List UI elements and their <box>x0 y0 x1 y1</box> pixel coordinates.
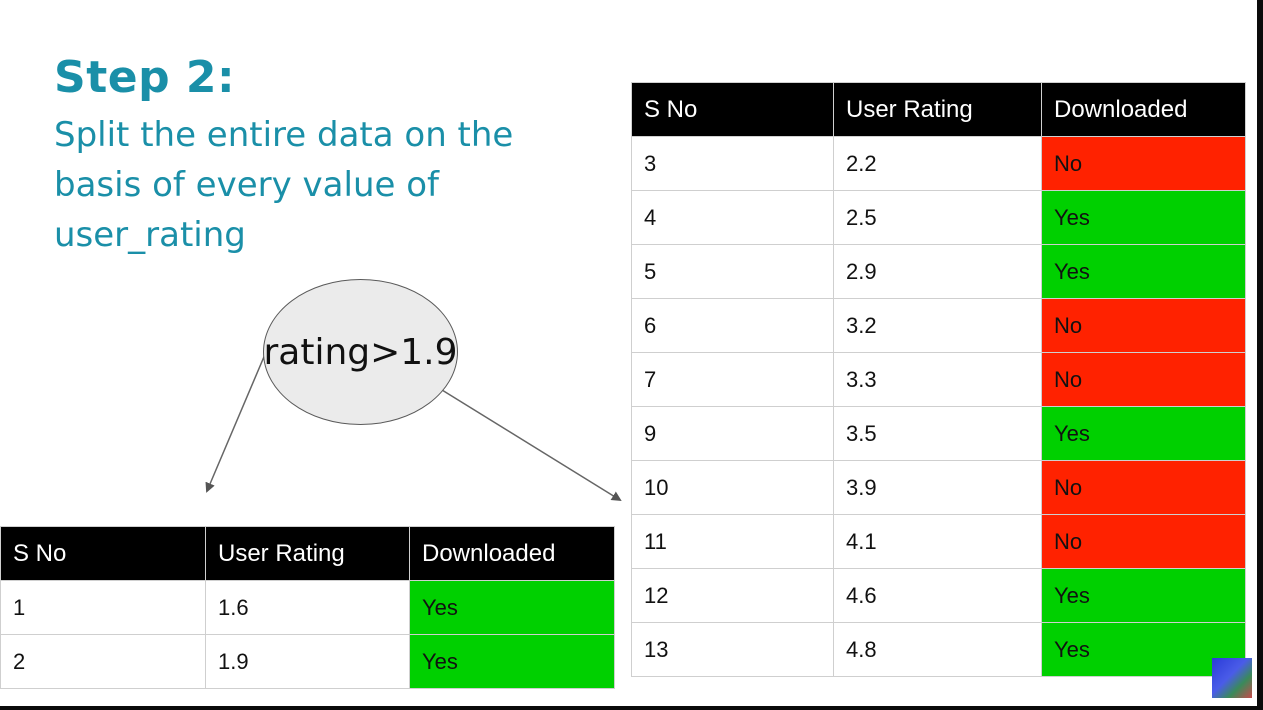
cell-downloaded: Yes <box>409 634 615 689</box>
cell-sno: 9 <box>631 406 834 461</box>
cell-sno: 13 <box>631 622 834 677</box>
cell-downloaded: No <box>1041 514 1246 569</box>
cell-sno: 1 <box>0 580 206 635</box>
table-row: 6 3.2 No <box>631 298 1246 353</box>
cell-user-rating: 2.5 <box>833 190 1042 245</box>
table-header-row: S No User Rating Downloaded <box>631 82 1246 137</box>
cell-user-rating: 2.2 <box>833 136 1042 191</box>
step-description: Split the entire data on the basis of ev… <box>54 115 514 255</box>
table-row: 3 2.2 No <box>631 136 1246 191</box>
right-branch-arrow <box>441 389 622 502</box>
table-row: 4 2.5 Yes <box>631 190 1246 245</box>
table-row: 10 3.9 No <box>631 460 1246 515</box>
cell-downloaded: No <box>1041 352 1246 407</box>
table-row: 12 4.6 Yes <box>631 568 1246 623</box>
cell-downloaded: No <box>1041 298 1246 353</box>
table-row: 7 3.3 No <box>631 352 1246 407</box>
table-header-row: S No User Rating Downloaded <box>0 526 615 581</box>
cell-downloaded: No <box>1041 460 1246 515</box>
right-table-body: 3 2.2 No 4 2.5 Yes 5 2.9 Yes 6 3.2 No 7 3.3 No 9 3.5 Yes 1… <box>631 136 1246 677</box>
channel-logo-icon <box>1212 658 1252 698</box>
header-user-rating: User Rating <box>833 82 1042 137</box>
cell-user-rating: 2.9 <box>833 244 1042 299</box>
cell-sno: 10 <box>631 460 834 515</box>
header-downloaded: Downloaded <box>1041 82 1246 137</box>
cell-sno: 3 <box>631 136 834 191</box>
cell-user-rating: 1.9 <box>205 634 410 689</box>
cell-sno: 12 <box>631 568 834 623</box>
cell-downloaded: Yes <box>1041 244 1246 299</box>
cell-downloaded: Yes <box>409 580 615 635</box>
cell-sno: 11 <box>631 514 834 569</box>
cell-downloaded: Yes <box>1041 622 1246 677</box>
cell-sno: 5 <box>631 244 834 299</box>
right-edge-border <box>1257 0 1263 710</box>
table-row: 11 4.1 No <box>631 514 1246 569</box>
cell-sno: 6 <box>631 298 834 353</box>
cell-user-rating: 4.1 <box>833 514 1042 569</box>
cell-sno: 7 <box>631 352 834 407</box>
decision-node-label: rating>1.9 <box>263 331 458 373</box>
bottom-edge-border <box>0 706 1263 710</box>
table-row: 9 3.5 Yes <box>631 406 1246 461</box>
cell-downloaded: Yes <box>1041 190 1246 245</box>
table-row: 5 2.9 Yes <box>631 244 1246 299</box>
cell-user-rating: 4.8 <box>833 622 1042 677</box>
cell-downloaded: No <box>1041 136 1246 191</box>
cell-downloaded: Yes <box>1041 406 1246 461</box>
header-downloaded: Downloaded <box>409 526 615 581</box>
header-sno: S No <box>0 526 206 581</box>
cell-user-rating: 1.6 <box>205 580 410 635</box>
cell-user-rating: 3.3 <box>833 352 1042 407</box>
cell-user-rating: 3.5 <box>833 406 1042 461</box>
table-row: 2 1.9 Yes <box>0 634 615 689</box>
cell-user-rating: 4.6 <box>833 568 1042 623</box>
step-title: Step 2: <box>54 52 236 103</box>
header-user-rating: User Rating <box>205 526 410 581</box>
cell-user-rating: 3.9 <box>833 460 1042 515</box>
header-sno: S No <box>631 82 834 137</box>
left-branch-arrow <box>205 351 267 493</box>
left-split-table: S No User Rating Downloaded 1 1.6 Yes 2 1.9 Y… <box>0 526 615 689</box>
table-row: 13 4.8 Yes <box>631 622 1246 677</box>
right-split-table: S No User Rating Downloaded 3 2.2 No 4 2.5 Ye… <box>631 82 1246 677</box>
cell-sno: 2 <box>0 634 206 689</box>
decision-node: rating>1.9 <box>263 279 458 425</box>
cell-downloaded: Yes <box>1041 568 1246 623</box>
cell-user-rating: 3.2 <box>833 298 1042 353</box>
table-row: 1 1.6 Yes <box>0 580 615 635</box>
cell-sno: 4 <box>631 190 834 245</box>
left-table-body: 1 1.6 Yes 2 1.9 Yes <box>0 580 615 689</box>
